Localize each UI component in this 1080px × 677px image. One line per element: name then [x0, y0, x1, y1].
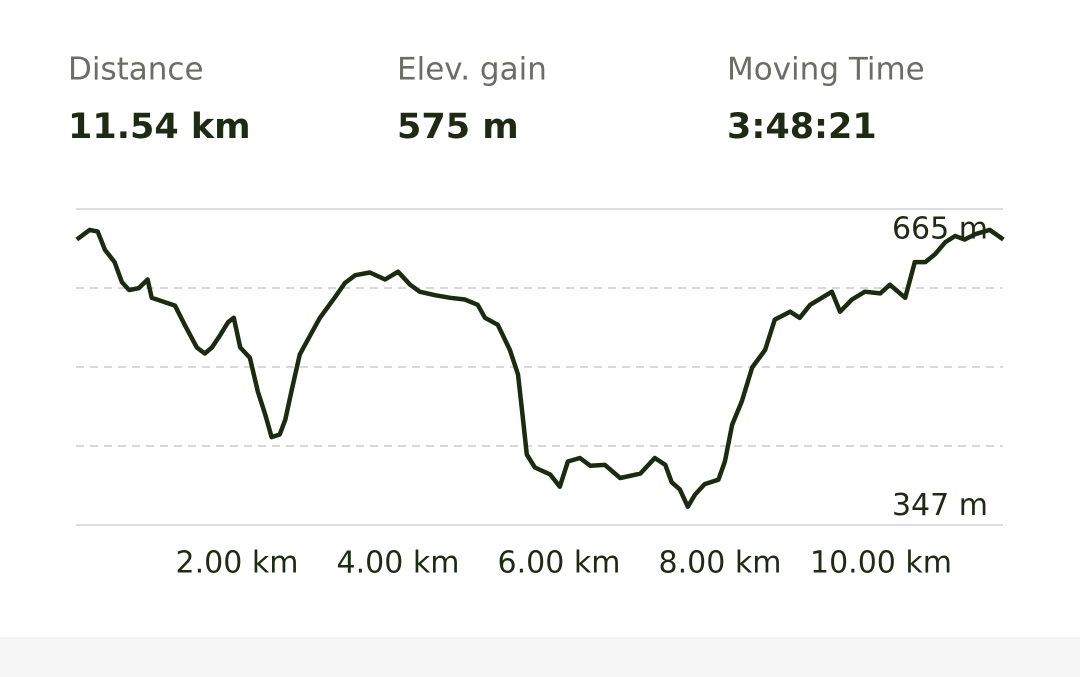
stat-value: 3:48:21 — [727, 107, 877, 147]
x-tick-label: 10.00 km — [810, 546, 952, 581]
bottom-band — [0, 638, 1080, 677]
y-tick-label: 665 m — [892, 211, 988, 246]
stat-label: Moving Time — [727, 52, 925, 88]
x-tick-label: 2.00 km — [176, 546, 299, 581]
x-tick-label: 8.00 km — [659, 546, 782, 581]
stat-label: Distance — [68, 52, 204, 88]
elevation-chart: 2.00 km 4.00 km 6.00 km 8.00 km 10.00 km 665 … — [75, 208, 1005, 581]
stat-label: Elev. gain — [397, 52, 547, 88]
stat-value: 575 m — [397, 107, 519, 147]
x-tick-label: 4.00 km — [337, 546, 460, 581]
elevation-line — [75, 227, 1005, 509]
x-tick-label: 6.00 km — [498, 546, 621, 581]
y-tick-label: 347 m — [892, 488, 988, 523]
stat-value: 11.54 km — [68, 107, 251, 147]
